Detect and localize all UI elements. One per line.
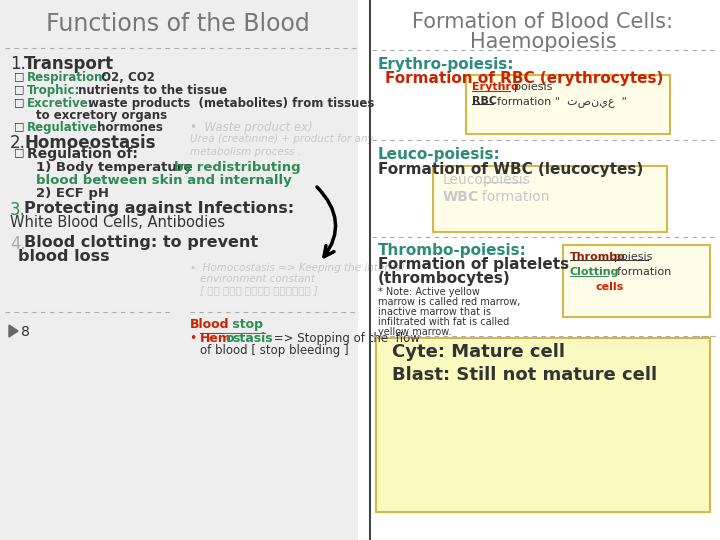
Text: 3.: 3. <box>10 201 26 219</box>
Text: □: □ <box>14 71 24 81</box>
Text: □: □ <box>14 147 24 157</box>
Text: Leuco-poiesis:: Leuco-poiesis: <box>378 147 500 162</box>
Text: blood between skin and internally: blood between skin and internally <box>36 174 292 187</box>
Text: formation "  تصنيع  ": formation " تصنيع " <box>497 96 627 107</box>
Text: Regulative:: Regulative: <box>27 121 103 134</box>
Text: Blood clotting: to prevent: Blood clotting: to prevent <box>24 235 258 250</box>
Text: WBC: WBC <box>443 190 479 204</box>
Text: □: □ <box>14 121 24 131</box>
Text: cells: cells <box>595 282 624 292</box>
Text: •: • <box>190 332 205 345</box>
Text: Transport: Transport <box>24 55 114 73</box>
Text: Thrombo-poiesis:: Thrombo-poiesis: <box>378 243 527 258</box>
FancyBboxPatch shape <box>0 0 358 540</box>
Text: Regulation of:: Regulation of: <box>27 147 138 161</box>
Text: Formation of WBC (leucocytes): Formation of WBC (leucocytes) <box>378 162 643 177</box>
FancyBboxPatch shape <box>376 338 710 512</box>
Text: yellow marrow.: yellow marrow. <box>378 327 451 337</box>
Text: Hem: Hem <box>200 332 232 345</box>
Text: □: □ <box>14 97 24 107</box>
Text: poiesis: poiesis <box>514 82 552 92</box>
Text: 4.: 4. <box>10 235 26 253</box>
Text: Urea (creatinine) + product for any: Urea (creatinine) + product for any <box>190 134 374 144</box>
Text: Formation of platelets: Formation of platelets <box>378 257 569 272</box>
Text: 1) Body temperature: 1) Body temperature <box>36 161 197 174</box>
Text: formation: formation <box>473 190 549 204</box>
Text: Erythro: Erythro <box>472 82 518 92</box>
Text: marrow is called red marrow,: marrow is called red marrow, <box>378 297 521 307</box>
Text: waste products  (metabolites) from tissues: waste products (metabolites) from tissue… <box>84 97 374 110</box>
Text: Functions of the Blood: Functions of the Blood <box>46 12 310 36</box>
Text: Blood: Blood <box>190 318 230 331</box>
Text: nutrients to the tissue: nutrients to the tissue <box>74 84 227 97</box>
Text: => Stopping of the  flow: => Stopping of the flow <box>270 332 420 345</box>
Text: poiesis: poiesis <box>614 252 652 262</box>
Text: Blast: Still not mature cell: Blast: Still not mature cell <box>392 366 657 384</box>
Text: hormones: hormones <box>93 121 163 134</box>
Text: Formation of RBC (erythrocytes): Formation of RBC (erythrocytes) <box>385 71 663 86</box>
Text: Haemopoiesis: Haemopoiesis <box>469 32 616 52</box>
Text: Protecting against Infections:: Protecting against Infections: <box>24 201 294 216</box>
Text: Erythro-poiesis:: Erythro-poiesis: <box>378 57 515 72</box>
Text: 2) ECF pH: 2) ECF pH <box>36 187 109 200</box>
Text: O2, CO2: O2, CO2 <box>97 71 155 84</box>
Text: inactive marrow that is: inactive marrow that is <box>378 307 491 317</box>
Text: Clotting: Clotting <box>570 267 619 277</box>
Polygon shape <box>9 325 18 337</box>
Text: to excretory organs: to excretory organs <box>36 109 167 122</box>
FancyBboxPatch shape <box>433 166 667 232</box>
Text: RBC: RBC <box>472 96 497 106</box>
Text: of blood [ stop bleeding ]: of blood [ stop bleeding ] <box>200 344 348 357</box>
Text: infiltrated with fat is called: infiltrated with fat is called <box>378 317 509 327</box>
Text: Excretive:: Excretive: <box>27 97 94 110</box>
Text: 8: 8 <box>21 325 30 339</box>
Text: by redistributing: by redistributing <box>174 161 301 174</box>
Text: Leuco: Leuco <box>443 173 484 187</box>
Text: poiesis: poiesis <box>483 173 531 187</box>
Text: (thrombocytes): (thrombocytes) <box>378 271 510 286</box>
Text: environment constant: environment constant <box>200 274 315 284</box>
Text: Homoeostasis: Homoeostasis <box>24 134 156 152</box>
Text: blood loss: blood loss <box>18 249 109 264</box>
Text: 1.: 1. <box>10 55 26 73</box>
Text: Formation of Blood Cells:: Formation of Blood Cells: <box>413 12 673 32</box>
Text: White Blood Cells, Antibodies: White Blood Cells, Antibodies <box>10 215 225 230</box>
Text: □: □ <box>14 84 24 94</box>
Text: Thrombo: Thrombo <box>570 252 626 262</box>
Text: •  Homocostasis => Keeping the internal: • Homocostasis => Keeping the internal <box>190 263 405 273</box>
Text: * Note: Active yellow: * Note: Active yellow <box>378 287 480 297</box>
Text: Respiration:: Respiration: <box>27 71 108 84</box>
FancyBboxPatch shape <box>358 0 720 540</box>
Text: •  Waste product ex): • Waste product ex) <box>190 121 312 134</box>
Text: metabolism process .: metabolism process . <box>190 147 301 157</box>
FancyBboxPatch shape <box>563 245 710 317</box>
Text: stop: stop <box>228 318 263 331</box>
Text: [ او راح تموت الخليه ]: [ او راح تموت الخليه ] <box>200 285 318 295</box>
Text: stasis: stasis <box>232 332 273 345</box>
Text: formation: formation <box>610 267 671 277</box>
Text: Cyte: Mature cell: Cyte: Mature cell <box>392 343 565 361</box>
FancyArrowPatch shape <box>317 187 336 256</box>
Text: o: o <box>225 332 233 345</box>
FancyBboxPatch shape <box>466 75 670 134</box>
Text: Trophic:: Trophic: <box>27 84 81 97</box>
Text: 2.: 2. <box>10 134 26 152</box>
